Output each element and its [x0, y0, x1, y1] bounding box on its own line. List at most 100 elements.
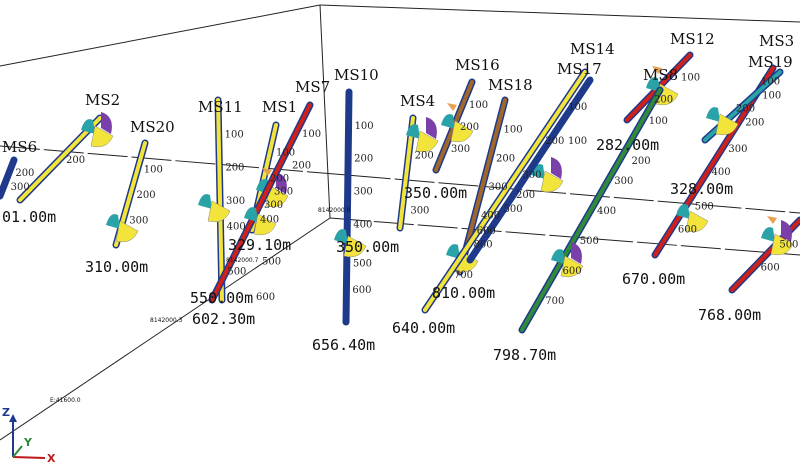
borehole-ms2[interactable] [16, 112, 114, 204]
depth-tick-label: 200 [225, 163, 244, 174]
depth-tick-label: 200 [292, 161, 311, 172]
borehole-depth-label: 350.00m [404, 184, 467, 202]
ore-body-yellow [343, 235, 367, 258]
borehole-name-label: MS10 [334, 66, 379, 84]
depth-tick-label: 600 [563, 266, 582, 277]
borehole-ms20[interactable] [106, 139, 149, 249]
borehole-name-label: MS1 [262, 98, 297, 116]
ore-body-teal [761, 227, 775, 242]
borehole-depth-label: 329.10m [228, 236, 291, 254]
borehole-ms4[interactable] [396, 114, 439, 232]
depth-tick-label: 200 [654, 94, 673, 105]
borehole-ms6[interactable] [0, 156, 18, 200]
borehole-ms17[interactable] [421, 68, 589, 314]
borehole-name-label: MS12 [670, 30, 715, 48]
ore-body-teal [706, 107, 720, 122]
depth-tick-label: 600 [761, 263, 780, 274]
depth-tick-label: 100 [762, 91, 781, 102]
depth-tick-label: 200 [270, 174, 289, 185]
depth-tick-label: 300 [226, 196, 245, 207]
ore-body-yellow [450, 120, 474, 143]
ore-body-teal [198, 194, 212, 209]
ore-body-yellow [685, 210, 709, 233]
ore-body-teal [551, 249, 565, 264]
axis-triad: Z Y X [2, 406, 56, 465]
ore-body-yellow [415, 130, 439, 153]
depth-tick-label: 300 [354, 187, 373, 198]
depth-tick-label: 800 [474, 239, 493, 250]
depth-tick-label: 400 [353, 219, 372, 230]
borehole-ms14[interactable] [466, 76, 594, 264]
depth-tick-label: 500 [227, 267, 246, 278]
ore-body-yellow [540, 170, 564, 193]
borehole-depth-label: 670.00m [622, 270, 685, 288]
depth-tick-label: 500 [504, 204, 523, 215]
borehole-depth-label: 602.30m [192, 310, 255, 328]
ore-body-teal [244, 207, 258, 222]
depth-tick-label: 100 [144, 165, 163, 176]
depth-tick-label: 400 [227, 221, 246, 232]
borehole-ms16[interactable] [432, 78, 476, 174]
depth-tick-label: 400 [597, 206, 616, 217]
depth-tick-label: 500 [580, 236, 599, 247]
depth-tick-label: 200 [15, 168, 34, 179]
depth-tick-label: 200 [632, 156, 651, 167]
depth-tick-label: 200 [137, 190, 156, 201]
ore-body-yellow [560, 255, 584, 278]
borehole-name-label: MS14 [570, 40, 615, 58]
depth-tick-label: 100 [225, 129, 244, 140]
borehole-ms3[interactable] [701, 68, 784, 144]
borehole-name-label: MS6 [2, 138, 37, 156]
borehole-depth-label: 810.00m [432, 284, 495, 302]
depth-tick-label: 200 [415, 151, 434, 162]
axis-z-label: Z [2, 406, 10, 419]
ore-body-yellow [207, 200, 231, 223]
ore-body-yellow [90, 125, 114, 148]
borehole-ms12[interactable] [518, 86, 664, 334]
ore-body-yellow [715, 113, 739, 136]
borehole-name-label: MS2 [85, 91, 120, 109]
borehole-depth-label: 640.00m [392, 319, 455, 337]
depth-tick-label: 100 [276, 147, 295, 158]
borehole-depth-label: 01.00m [2, 208, 56, 226]
depth-tick-label: 300 [274, 187, 293, 198]
ore-body-orange [447, 103, 457, 111]
borehole-name-label: MS7 [295, 78, 330, 96]
borehole-depth-label: 550.00m [190, 289, 253, 307]
borehole-ms11[interactable] [198, 96, 231, 304]
borehole-trace [520, 88, 662, 332]
ore-body-purple [101, 112, 112, 134]
borehole-trace [423, 70, 587, 312]
ore-body-orange [262, 168, 272, 176]
depth-tick-label: 300 [522, 170, 541, 181]
ore-body-yellow [770, 233, 794, 256]
borehole-trace [18, 116, 102, 202]
depth-tick-label: 300 [264, 200, 283, 211]
borehole-unnamed[interactable] [728, 216, 800, 294]
borehole-ms10[interactable] [334, 88, 367, 326]
depth-tick-label: 300 [451, 144, 470, 155]
borehole-name-label: MS11 [198, 98, 243, 116]
borehole-name-label: MS19 [748, 53, 793, 71]
borehole-ms7[interactable] [208, 101, 314, 304]
borehole-depth-label: 798.70m [493, 346, 556, 364]
ore-body-teal [406, 124, 420, 139]
depth-tick-label: 100 [469, 100, 488, 111]
borehole-depth-label: 656.40m [312, 336, 375, 354]
depth-tick-label: 600 [352, 285, 371, 296]
borehole-depth-label: 310.00m [85, 258, 148, 276]
ore-body-yellow [115, 220, 139, 243]
ore-body-teal [446, 244, 460, 259]
borehole-trace [210, 103, 312, 302]
depth-tick-label: 200 [736, 103, 755, 114]
depth-tick-label: 700 [545, 296, 564, 307]
depth-tick-label: 300 [728, 144, 747, 155]
depth-tick-label: 600 [256, 292, 275, 303]
depth-tick-label: 300 [11, 182, 30, 193]
borehole-trace [0, 158, 16, 198]
bounding-box-frame [0, 4, 800, 441]
depth-tick-label: 300 [129, 216, 148, 227]
borehole-depth-label: 282.00m [596, 136, 659, 154]
